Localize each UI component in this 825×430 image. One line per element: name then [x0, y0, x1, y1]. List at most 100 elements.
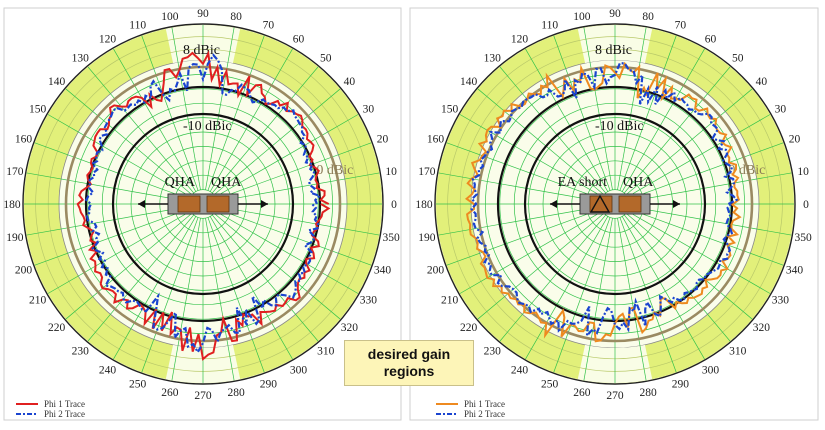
angle-tick-label: 310 [729, 345, 747, 357]
radial-label-minus-10-dbic: -10 dBic [183, 119, 232, 134]
angle-tick-label: 110 [541, 20, 558, 32]
angle-tick-label: 250 [129, 378, 147, 390]
grid-spoke [141, 217, 199, 373]
angle-tick-label: 40 [756, 76, 768, 88]
grid-spoke [459, 114, 603, 198]
grid-spoke [87, 66, 195, 194]
angle-tick-label: 280 [228, 387, 246, 399]
radial-label-minus-10-dbic: -10 dBic [595, 119, 644, 134]
grid-spoke [217, 172, 380, 202]
angle-tick-label: 70 [263, 20, 275, 32]
grid-spoke [47, 114, 191, 198]
grid-spoke [553, 217, 611, 373]
grid-spoke [619, 35, 677, 191]
legend-label-phi-1: Phi 1 Trace [464, 399, 505, 409]
angle-tick-label: 310 [317, 345, 335, 357]
grid-spoke [209, 216, 293, 360]
ea-short-triangle-icon [589, 194, 611, 213]
grid-spoke [205, 218, 235, 381]
grid-spoke [207, 217, 265, 373]
angle-tick-label: 50 [320, 53, 332, 65]
angle-tick-label: 320 [341, 322, 359, 334]
grid-spoke [627, 114, 771, 198]
radial-label-0-dbic: 0 dBic [316, 163, 353, 178]
grid-spoke [34, 142, 190, 200]
angle-tick-label: 130 [484, 53, 502, 65]
legend-label-phi-2: Phi 2 Trace [464, 409, 505, 419]
angle-tick-label: 100 [573, 11, 591, 23]
angle-tick-label: 240 [511, 364, 529, 376]
grid-spoke [553, 35, 611, 191]
grid-spoke [628, 208, 784, 266]
trace-phi-2 [84, 53, 322, 355]
angle-tick-label: 160 [15, 134, 33, 146]
grid-spoke [87, 214, 195, 342]
angle-tick-label: 150 [29, 104, 47, 116]
grid-spoke [26, 172, 189, 202]
angle-tick-label: 80 [230, 11, 242, 23]
annotation-right: QHA [623, 175, 654, 190]
angle-tick-label: 210 [441, 295, 459, 307]
angle-tick-label: 60 [705, 34, 717, 46]
angle-tick-label: 250 [541, 378, 559, 390]
grid-spoke [583, 218, 613, 381]
angle-tick-label: 80 [642, 11, 654, 23]
angle-tick-label: 70 [675, 20, 687, 32]
angle-tick-label: 60 [293, 34, 305, 46]
angle-tick-label: 230 [72, 345, 90, 357]
grid-spoke [215, 114, 359, 198]
grid-spoke [446, 142, 602, 200]
angle-tick-label: 170 [6, 166, 24, 178]
angle-tick-label: 330 [772, 295, 790, 307]
angle-tick-label: 190 [418, 232, 436, 244]
antenna-element-left [177, 195, 201, 213]
trace-phi-1 [76, 50, 331, 361]
annotation-left: EA short [558, 175, 608, 190]
angle-tick-label: 10 [385, 166, 397, 178]
grid-spoke [113, 48, 197, 192]
arrow-left-head [550, 200, 557, 208]
grid-spoke [216, 142, 372, 200]
antenna-element-right [206, 195, 230, 213]
angle-tick-label: 300 [702, 364, 720, 376]
trace-phi-2 [470, 62, 739, 339]
angle-tick-label: 330 [360, 295, 378, 307]
grid-spoke [619, 217, 677, 373]
grid-spoke [209, 48, 293, 192]
angle-tick-label: 50 [732, 53, 744, 65]
angle-tick-label: 240 [99, 364, 117, 376]
angle-tick-label: 150 [441, 104, 459, 116]
grid-spoke [207, 35, 265, 191]
grid-spoke [459, 210, 603, 294]
angle-tick-label: 270 [606, 390, 624, 402]
angle-tick-label: 230 [484, 345, 502, 357]
angle-tick-label: 140 [460, 76, 478, 88]
grid-spoke [621, 48, 705, 192]
grid-spoke [171, 27, 201, 190]
grid-spoke [617, 218, 647, 381]
grid-spoke [477, 88, 605, 196]
angle-tick-label: 20 [789, 134, 801, 146]
angle-tick-label: 210 [29, 295, 47, 307]
grid-spoke [205, 27, 235, 190]
angle-tick-label: 40 [344, 76, 356, 88]
grid-spoke [211, 66, 319, 194]
angle-tick-label: 200 [15, 264, 33, 276]
grid-spoke [47, 210, 191, 294]
angle-tick-label: 290 [672, 378, 690, 390]
grid-spoke [627, 210, 771, 294]
grid-spoke [217, 206, 380, 236]
angle-tick-label: 300 [290, 364, 308, 376]
angle-tick-label: 90 [609, 8, 621, 20]
radial-label-8-dbic: 8 dBic [595, 43, 632, 58]
grid-spoke [583, 27, 613, 190]
angle-tick-label: 0 [803, 199, 809, 211]
ring-minus-10-dbic [111, 112, 295, 296]
angle-tick-label: 290 [260, 378, 278, 390]
grid-spoke [211, 214, 319, 342]
arrow-left-head [138, 200, 145, 208]
radial-label-0-dbic: 0 dBic [728, 163, 765, 178]
angle-tick-label: 340 [786, 264, 804, 276]
angle-tick-label: 350 [382, 232, 400, 244]
